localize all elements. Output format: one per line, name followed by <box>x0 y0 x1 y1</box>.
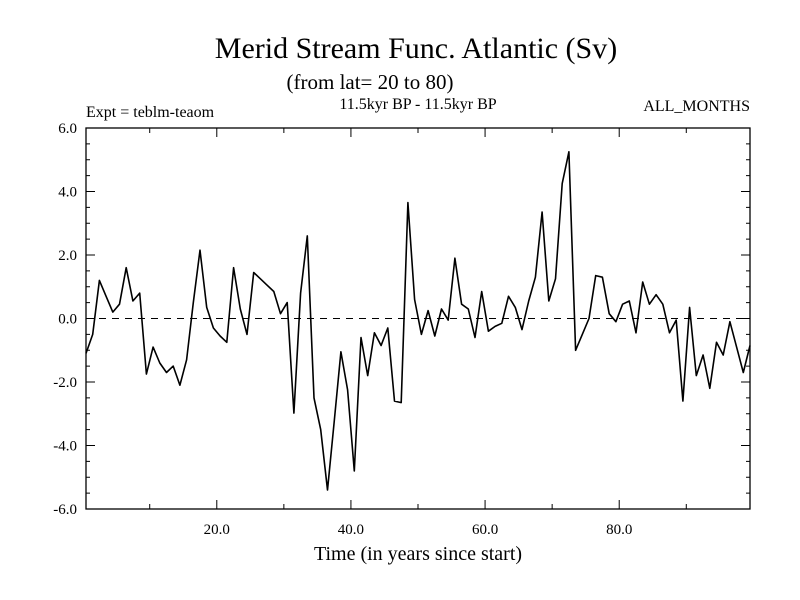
experiment-label: Expt = teblm-teaom <box>86 104 215 121</box>
y-tick-label: 6.0 <box>58 121 77 137</box>
y-tick-label: -2.0 <box>53 375 77 391</box>
x-axis-label: Time (in years since start) <box>314 543 522 565</box>
months-label: ALL_MONTHS <box>643 98 750 115</box>
x-tick-label: 40.0 <box>338 522 364 538</box>
y-tick-label: 0.0 <box>58 312 77 328</box>
x-tick-label: 60.0 <box>472 522 498 538</box>
period-label: 11.5kyr BP - 11.5kyr BP <box>339 96 496 113</box>
chart-title: Merid Stream Func. Atlantic (Sv) <box>215 32 617 65</box>
y-axis: -6.0 -4.0 -2.0 0.0 2.0 4.0 6.0 <box>53 121 750 518</box>
y-tick-label: 2.0 <box>58 248 77 264</box>
y-tick-label: -4.0 <box>53 439 77 455</box>
series-line <box>85 151 751 491</box>
x-tick-label: 80.0 <box>606 522 632 538</box>
chart-subtitle: (from lat= 20 to 80) <box>287 70 454 94</box>
series-layer <box>85 151 751 491</box>
y-tick-label: -6.0 <box>53 502 77 518</box>
x-tick-label: 20.0 <box>204 522 230 538</box>
x-axis: 20.0 40.0 60.0 80.0 <box>149 128 687 538</box>
y-tick-label: 4.0 <box>58 185 77 201</box>
